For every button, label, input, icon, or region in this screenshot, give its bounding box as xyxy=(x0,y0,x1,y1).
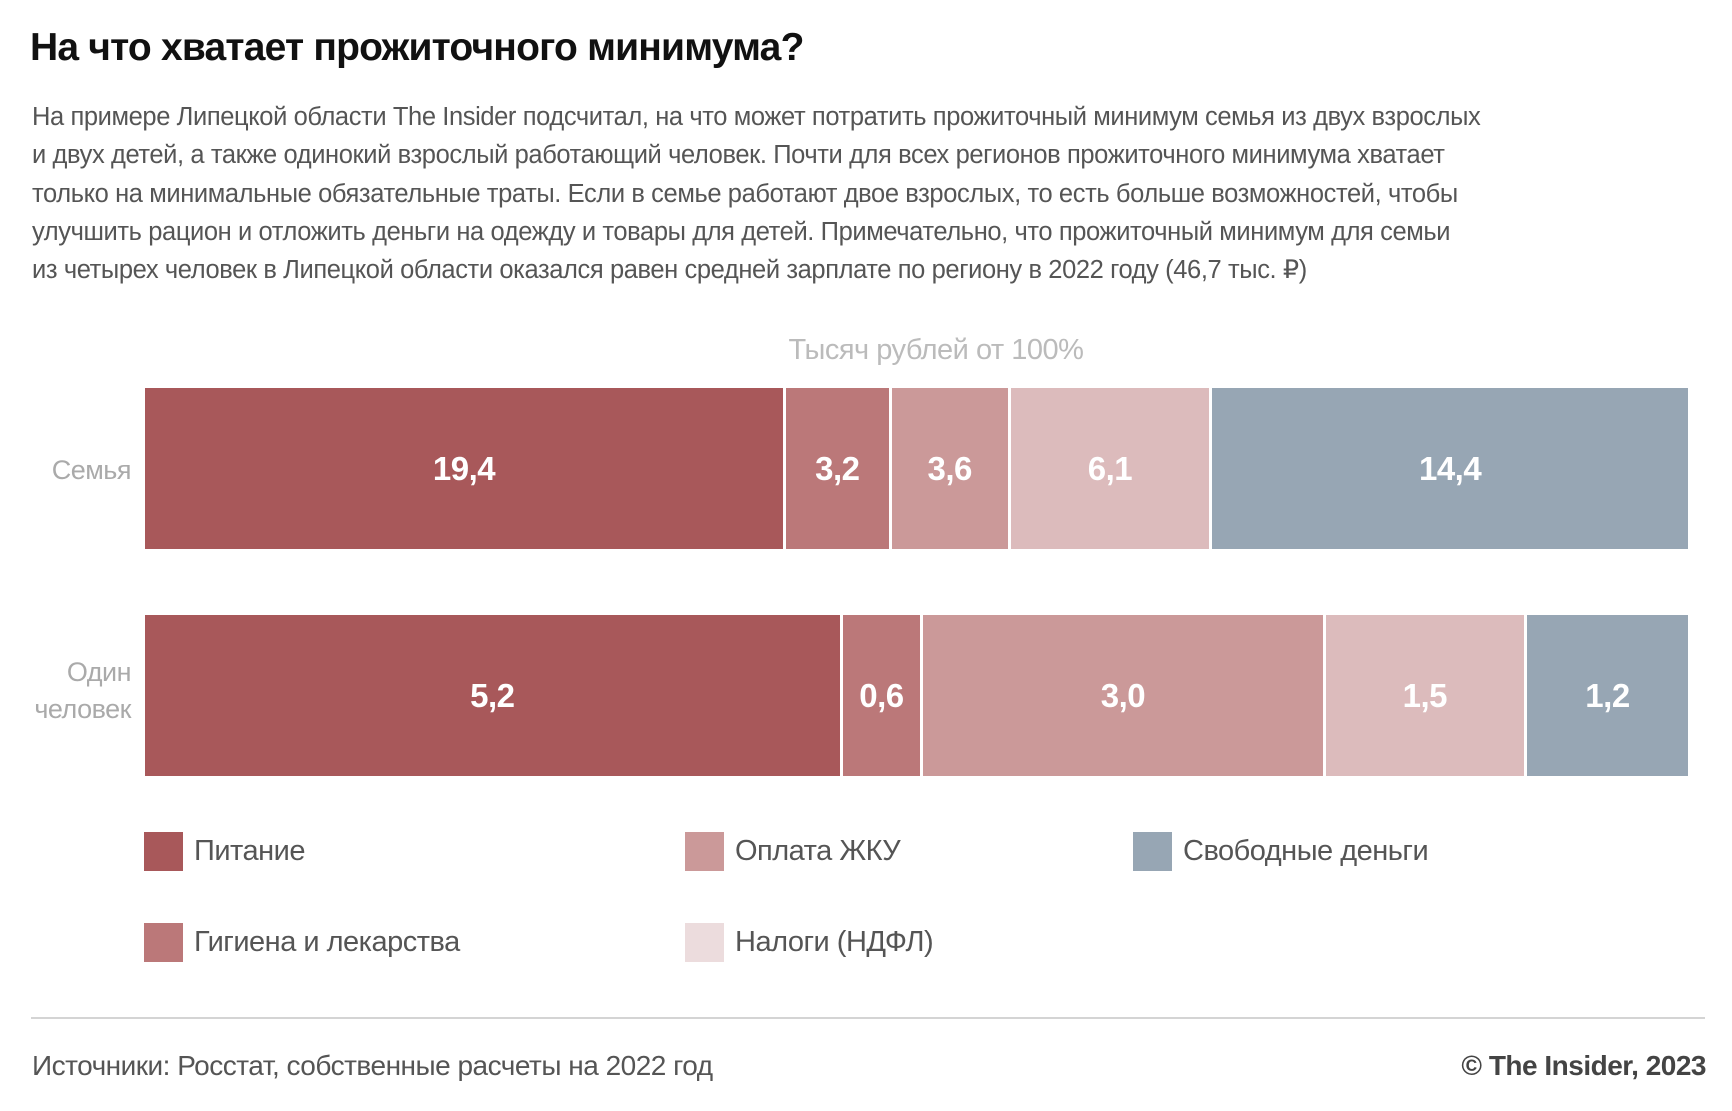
legend-label: Оплата ЖКУ xyxy=(735,835,901,867)
bar-segment: 6,1 xyxy=(1010,388,1213,549)
bar-segment: 3,2 xyxy=(785,388,892,549)
chart-subtitle: На примере Липецкой области The Insider … xyxy=(32,98,1481,289)
bar-segment: 5,2 xyxy=(145,615,843,776)
bar-segment: 1,2 xyxy=(1526,615,1688,776)
data-label: 0,6 xyxy=(859,676,904,714)
legend-item: Свободные деньги xyxy=(1133,832,1429,871)
legend-label: Налоги (НДФЛ) xyxy=(735,926,934,958)
row-label-text: Семья xyxy=(51,455,132,485)
source-note: Источники: Росстат, собственные расчеты … xyxy=(32,1050,713,1081)
data-label: 3,0 xyxy=(1100,676,1146,714)
row-label-text: человек xyxy=(34,694,131,724)
chart-title: На что хватает прожиточного минимума? xyxy=(30,26,804,69)
legend-item: Налоги (НДФЛ) xyxy=(685,923,934,962)
bar-segment: 14,4 xyxy=(1212,388,1688,549)
divider xyxy=(31,1017,1705,1019)
data-label: 3,6 xyxy=(927,449,973,487)
data-label: 5,2 xyxy=(470,676,515,714)
legend-label: Питание xyxy=(194,835,305,867)
bar-segment: 3,6 xyxy=(891,388,1011,549)
bar-segment: 19,4 xyxy=(145,388,786,549)
data-label: 14,4 xyxy=(1418,449,1482,487)
row-label-family: Семья xyxy=(51,452,132,489)
legend-swatch xyxy=(685,923,724,962)
legend-label: Свободные деньги xyxy=(1183,835,1429,867)
subtitle-line: только на минимальные обязательные траты… xyxy=(32,179,1458,208)
subtitle-line: На примере Липецкой области The Insider … xyxy=(32,103,1481,131)
row-label-text: Один xyxy=(66,657,132,687)
data-label: 19,4 xyxy=(432,449,496,487)
data-label: 1,5 xyxy=(1402,676,1448,714)
bar-single: 5,2 0,6 3,0 1,5 1,2 xyxy=(145,615,1688,776)
legend-swatch xyxy=(144,832,183,871)
legend-item: Оплата ЖКУ xyxy=(685,832,901,871)
bar-segment: 3,0 xyxy=(923,615,1326,776)
legend-item: Питание xyxy=(144,832,305,871)
data-label: 3,2 xyxy=(815,449,860,487)
data-label: 1,2 xyxy=(1585,676,1630,714)
legend-item: Гигиена и лекарства xyxy=(144,923,460,962)
subtitle-line: улучшить рацион и отложить деньги на оде… xyxy=(32,217,1451,246)
data-label: 6,1 xyxy=(1087,449,1133,487)
axis-label: Тысяч рублей от 100% xyxy=(788,334,1084,366)
bar-segment: 0,6 xyxy=(842,615,924,776)
row-label-single: Один человек xyxy=(34,654,131,728)
legend-label: Гигиена и лекарства xyxy=(194,926,460,958)
subtitle-line: из четырех человек в Липецкой области ок… xyxy=(32,256,1307,285)
subtitle-line: и двух детей, а также одинокий взрослый … xyxy=(32,141,1445,170)
legend-swatch xyxy=(144,923,183,962)
legend-swatch xyxy=(1133,832,1172,871)
bar-segment: 1,5 xyxy=(1325,615,1527,776)
legend-swatch xyxy=(685,832,724,871)
bar-family: 19,4 3,2 3,6 6,1 14,4 xyxy=(145,388,1688,549)
credit: © The Insider, 2023 xyxy=(1461,1050,1706,1081)
